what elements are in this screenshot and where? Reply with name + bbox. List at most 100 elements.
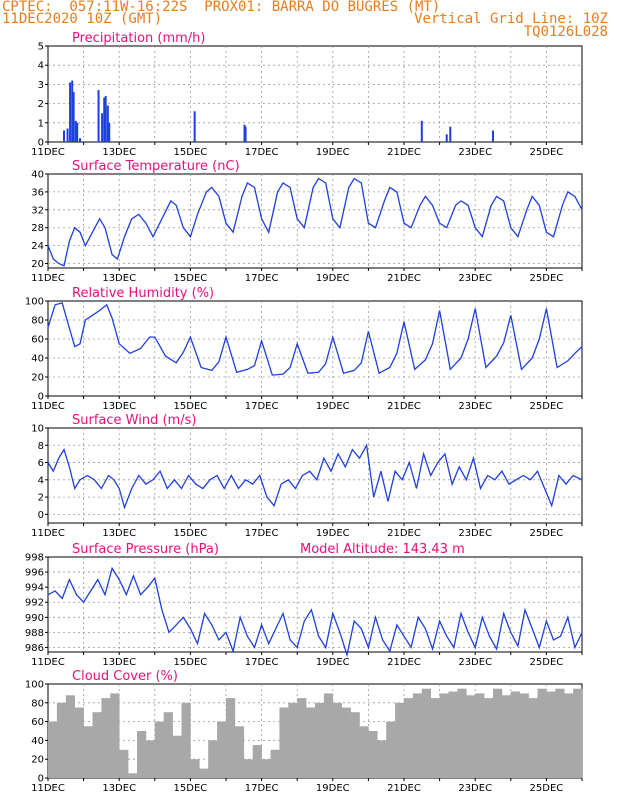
cloud-bar [359, 726, 369, 778]
precip-title: Precipitation (mm/h) [72, 31, 205, 46]
temp-xtick-label: 13DEC [102, 273, 136, 284]
cloud-bar [234, 726, 245, 778]
rh-xtick-label: 25DEC [530, 401, 564, 412]
rh-xtick-label: 11DEC [31, 401, 65, 412]
cloud-xtick-label: 19DEC [316, 783, 350, 794]
cloud-bar [404, 698, 414, 778]
precip-bar [449, 126, 452, 142]
cloud-bar [74, 707, 84, 778]
wind-ytick-label: 8 [38, 441, 44, 452]
temp-xtick-label: 19DEC [316, 273, 350, 284]
cloud-bar [546, 691, 556, 778]
cloud-bar [306, 707, 316, 778]
pressure-annotation: Model Altitude: 143.43 m [300, 542, 465, 557]
cloud-bar [510, 691, 520, 778]
pressure-ytick-label: 990 [25, 613, 44, 624]
cloud-bar [128, 773, 138, 778]
cloud-xtick-label: 21DEC [387, 783, 421, 794]
wind-xtick-label: 21DEC [387, 528, 421, 539]
cloud-bar [110, 693, 120, 778]
cloud-bar [315, 702, 325, 778]
wind-ytick-label: 2 [38, 493, 44, 504]
pressure-ytick-label: 996 [25, 568, 44, 579]
cloud-bar [377, 740, 387, 778]
cloud-bar [555, 688, 565, 778]
precip-bar [492, 130, 494, 142]
cloud-ytick-label: 60 [31, 717, 44, 728]
precip-ytick-label: 0 [38, 138, 44, 149]
cloud-bar [119, 749, 129, 778]
cloud-bar [279, 707, 289, 778]
wind-ytick-label: 6 [38, 458, 44, 469]
pressure-xtick-label: 23DEC [458, 657, 492, 668]
cloud-bar [288, 702, 298, 778]
precip-ytick-label: 1 [38, 118, 44, 129]
precip-bar [66, 128, 69, 142]
wind-ytick-label: 0 [38, 510, 44, 521]
pressure-title: Surface Pressure (hPa) [72, 542, 219, 557]
pressure-xtick-label: 15DEC [174, 657, 208, 668]
cloud-bar [252, 745, 262, 778]
precip-ytick-label: 2 [38, 99, 44, 110]
cloud-bar [270, 749, 280, 778]
cloud-bar [421, 688, 431, 778]
wind-xtick-label: 17DEC [245, 528, 279, 539]
precip-bar [193, 111, 196, 142]
cloud-bar [519, 693, 529, 778]
precip-bar [445, 134, 448, 142]
rh-ytick-label: 60 [31, 335, 44, 346]
rh-xtick-label: 23DEC [458, 401, 492, 412]
wind-xtick-label: 23DEC [458, 528, 492, 539]
pressure-series-line [47, 566, 583, 658]
precip-frame [47, 45, 583, 143]
precip-bar [63, 130, 66, 142]
cloud-xtick-label: 23DEC [458, 783, 492, 794]
temp-xtick-label: 17DEC [245, 273, 279, 284]
header-right-line3: TQ0126L028 [523, 24, 608, 40]
cloud-bar [297, 698, 307, 778]
pressure-panel: 986 988 990 992 994 996 998 11DEC 13DEC 15DEC 17DE… [25, 542, 583, 668]
cloud-bar [92, 712, 102, 778]
cloud-bar [137, 731, 147, 778]
cloud-bar [83, 726, 93, 778]
precip-xtick-label: 21DEC [387, 147, 421, 158]
cloud-bar [501, 695, 512, 778]
cloud-bar [395, 702, 405, 778]
wind-ytick-label: 4 [38, 475, 44, 486]
cloud-xtick-label: 17DEC [245, 783, 279, 794]
pressure-ytick-label: 988 [25, 628, 44, 639]
precip-xtick-label: 23DEC [458, 147, 492, 158]
pressure-xtick-label: 11DEC [31, 657, 65, 668]
cloud-bar [208, 740, 218, 778]
temp-ytick-label: 32 [31, 205, 44, 216]
wind-ytick-label: 10 [31, 424, 44, 435]
cloud-panel: 0 20 40 60 80 100 11DEC 13DEC 15DEC 17DEC 19DEC 21D… [25, 669, 583, 794]
temp-xtick-label: 11DEC [31, 273, 65, 284]
cloud-bar [466, 695, 476, 778]
cloud-ytick-label: 20 [31, 755, 44, 766]
cloud-xtick-label: 11DEC [31, 783, 65, 794]
pressure-xtick-label: 13DEC [102, 657, 136, 668]
cloud-bar [350, 712, 360, 778]
precip-bar [69, 82, 72, 142]
cloud-title: Cloud Cover (%) [72, 669, 178, 684]
cloud-bar [484, 698, 494, 778]
header-left-line1: CPTEC: 057:11W-16:22S PROX01: BARRA DO B… [2, 0, 441, 15]
cloud-bar [537, 688, 547, 778]
pressure-ytick-label: 992 [25, 598, 44, 609]
cloud-bar [493, 688, 503, 778]
rh-frame [47, 300, 583, 397]
cloud-bar [261, 759, 271, 778]
rh-title: Relative Humidity (%) [72, 286, 214, 301]
cloud-bar [457, 688, 467, 778]
pressure-frame [47, 556, 583, 653]
precip-bar [244, 126, 247, 142]
precip-bar [108, 122, 111, 142]
header-right-line2: Vertical Grid Line: 10Z [414, 11, 608, 27]
temp-ytick-label: 36 [31, 187, 44, 198]
precip-bar [101, 113, 104, 142]
temp-title: Surface Temperature (nC) [72, 159, 240, 174]
temp-ytick-label: 20 [31, 259, 44, 270]
precip-bar [243, 124, 246, 142]
precip-bar [103, 97, 106, 142]
